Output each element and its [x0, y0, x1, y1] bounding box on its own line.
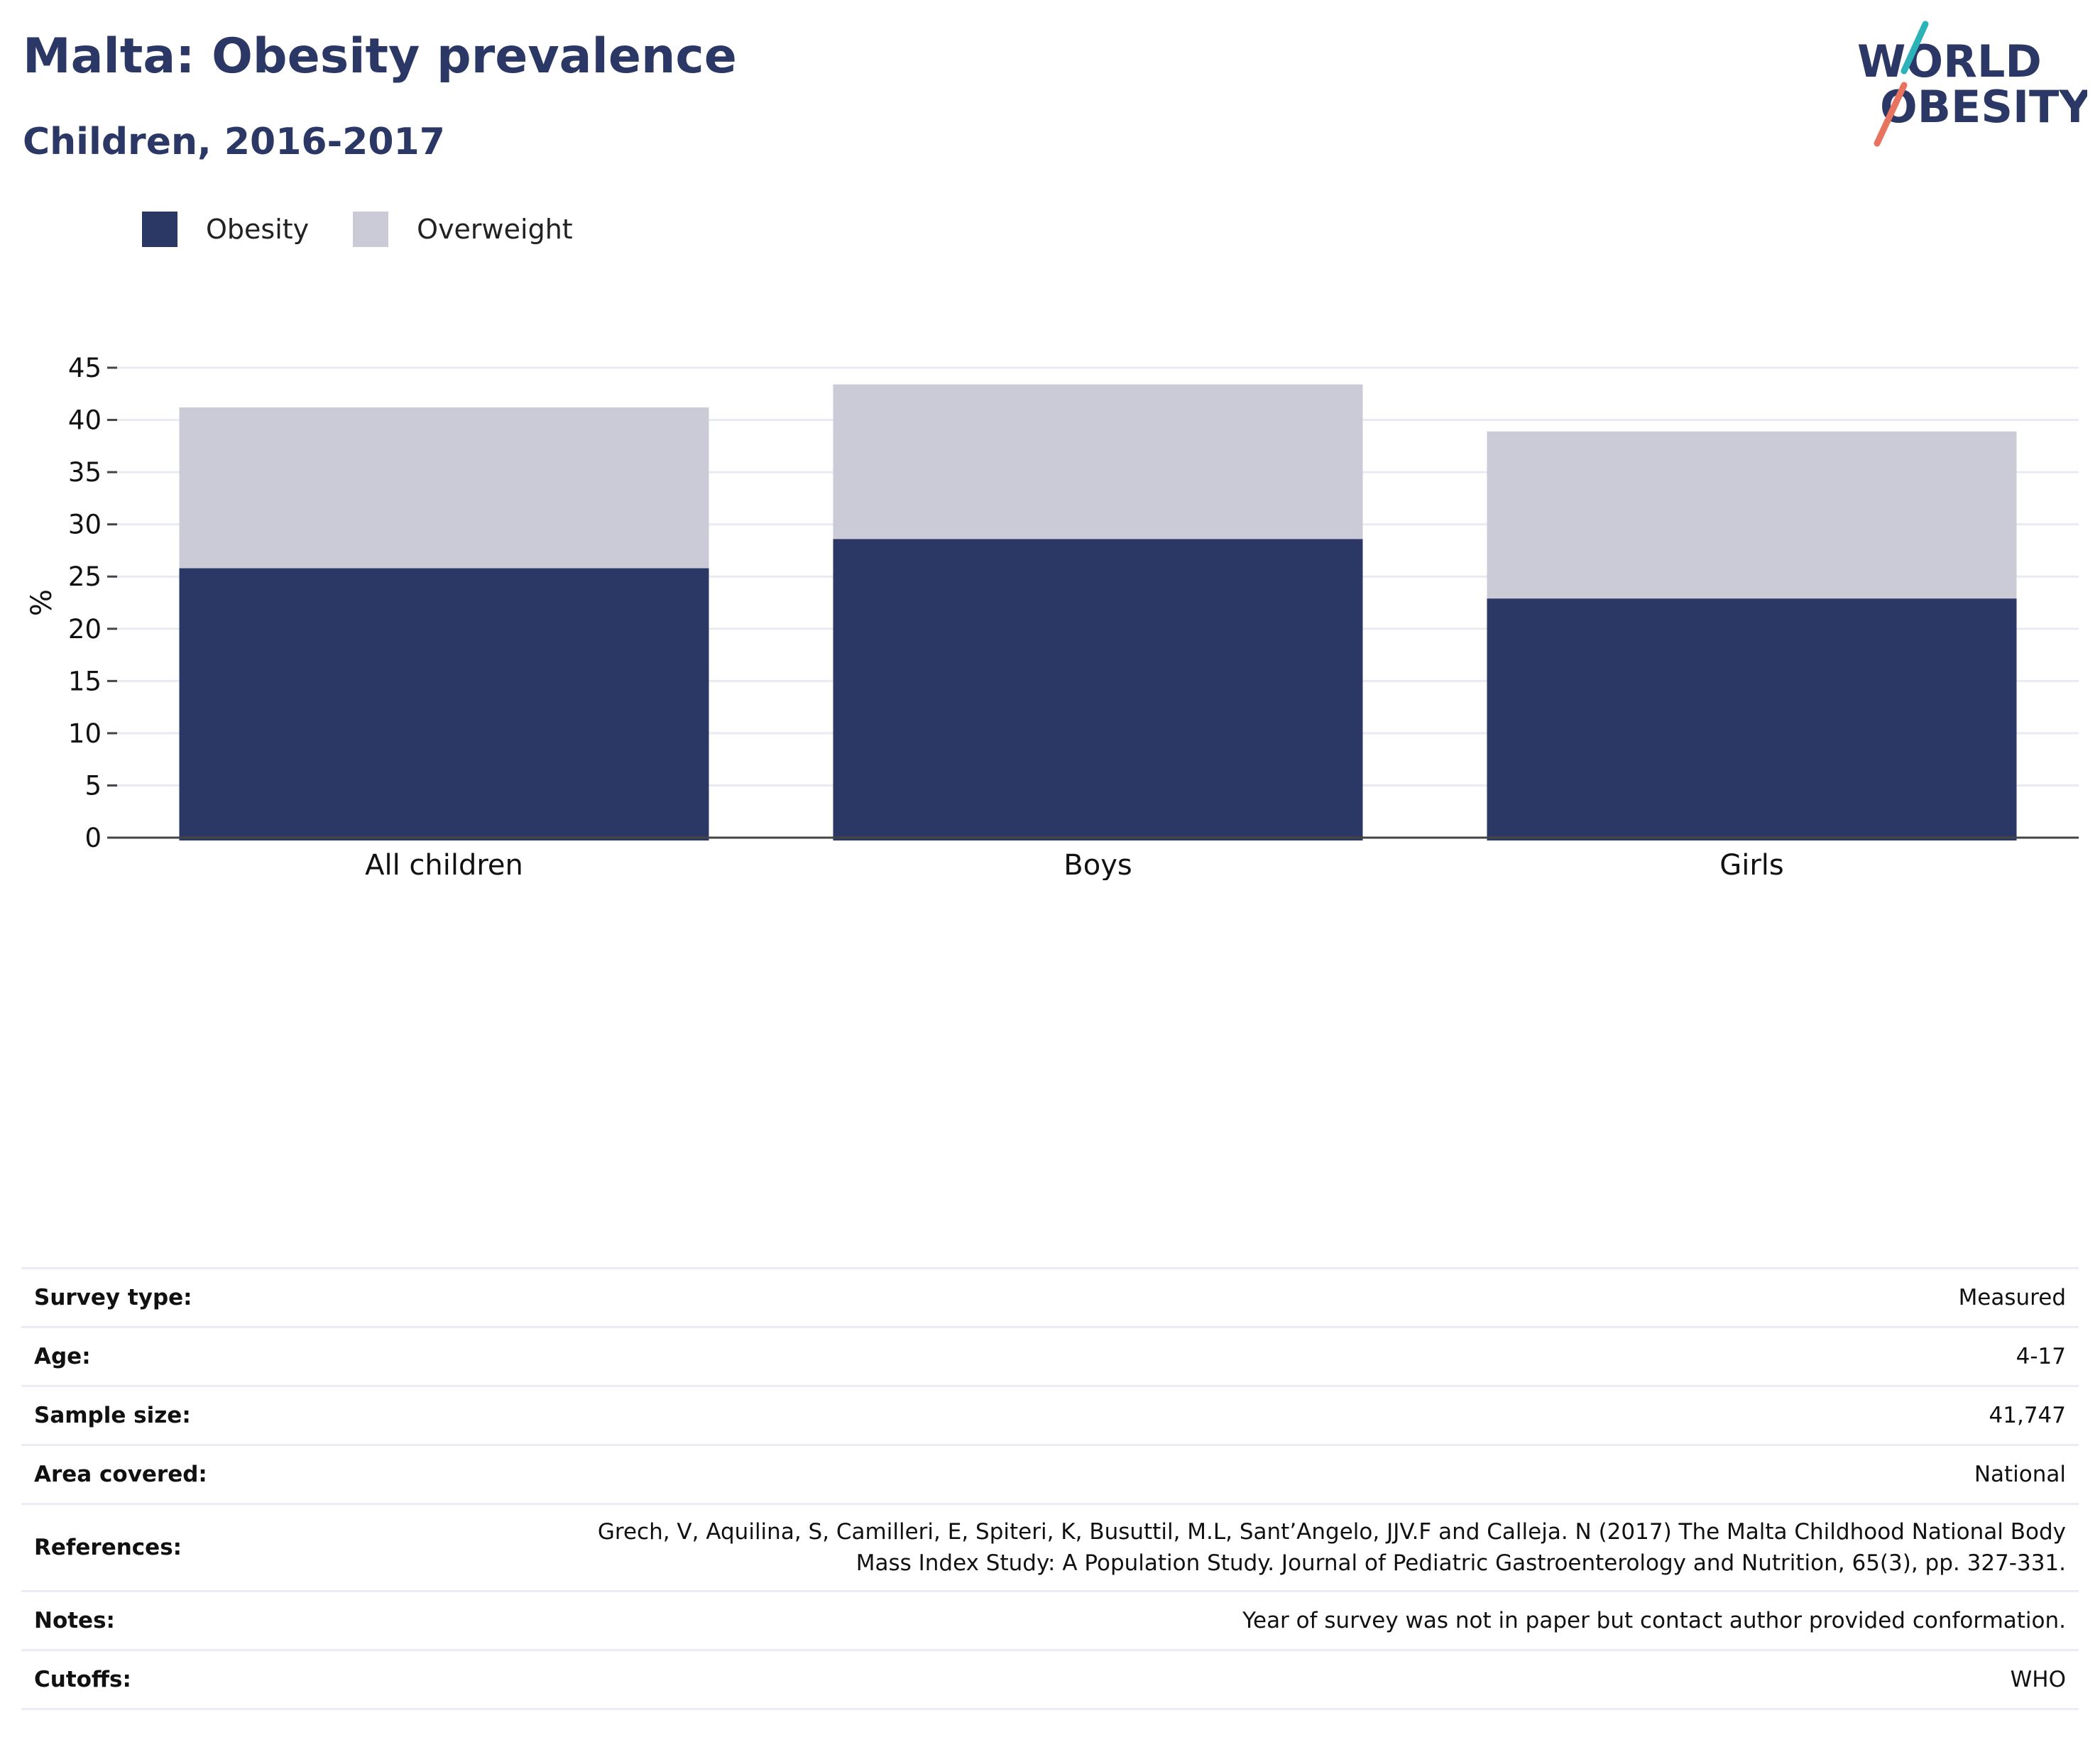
stacked-bar-chart: 0 5 10 15 20 25 30 35 40 45% All children Boys Girls — [0, 341, 2100, 880]
page-title: Malta: Obesity prevalence — [23, 28, 737, 84]
y-tick-label-5: 5 — [84, 770, 102, 801]
bar-overweight-girls — [1487, 431, 2017, 599]
cutoffs-value: WHO — [402, 1649, 2079, 1710]
y-tick-label-30: 30 — [68, 510, 102, 540]
x-tick-label-all-children: All children — [365, 849, 523, 880]
y-tick-label-15: 15 — [68, 666, 102, 696]
notes-value: Year of survey was not in paper but cont… — [402, 1590, 2079, 1650]
notes-label: Notes: — [21, 1590, 402, 1650]
axis-layer: 0 5 10 15 20 25 30 35 40 45% All children Boys Girls — [26, 353, 2079, 880]
info-row-sample-size: Sample size: 41,747 — [21, 1385, 2079, 1445]
info-row-references: References: Grech, V, Aquilina, S, Camil… — [21, 1503, 2079, 1592]
bar-obesity-all-children — [179, 568, 709, 840]
survey-type-label: Survey type: — [21, 1267, 402, 1327]
info-row-cutoffs: Cutoffs: WHO — [21, 1649, 2079, 1710]
y-tick-label-10: 10 — [68, 718, 102, 749]
bar-overweight-all-children — [179, 407, 709, 569]
area-covered-value: National — [402, 1444, 2079, 1504]
references-value: Grech, V, Aquilina, S, Camilleri, E, Spi… — [402, 1503, 2079, 1592]
references-line-2: Mass Index Study: A Population Study. Jo… — [855, 1550, 2066, 1576]
y-axis-label: % — [26, 589, 58, 616]
y-tick-label-35: 35 — [68, 457, 102, 488]
bars-layer — [179, 384, 2017, 840]
chart-svg: 0 5 10 15 20 25 30 35 40 45% All children Boys Girls — [26, 353, 2079, 880]
world-obesity-logo: WORLD OBESITY — [1846, 14, 2087, 156]
page-subtitle: Children, 2016-2017 — [23, 121, 445, 163]
info-row-age: Age: 4-17 — [21, 1326, 2079, 1386]
legend-item-obesity[interactable]: Obesity — [142, 212, 309, 247]
info-row-area-covered: Area covered: National — [21, 1444, 2079, 1504]
age-label: Age: — [21, 1326, 402, 1386]
survey-info-table: Survey type: Measured Age: 4-17 Sample s… — [21, 1267, 2079, 1710]
logo-line2: OBESITY — [1880, 81, 2087, 133]
info-row-survey-type: Survey type: Measured — [21, 1267, 2079, 1327]
sample-size-value: 41,747 — [402, 1385, 2079, 1445]
info-row-notes: Notes: Year of survey was not in paper b… — [21, 1590, 2079, 1650]
legend-item-overweight[interactable]: Overweight — [353, 212, 573, 247]
survey-type-value: Measured — [402, 1267, 2079, 1327]
chart-legend: Obesity Overweight — [142, 212, 617, 247]
y-tick-label-45: 45 — [68, 353, 102, 383]
x-tick-label-boys: Boys — [1063, 849, 1132, 880]
y-tick-label-25: 25 — [68, 562, 102, 592]
y-tick-label-20: 20 — [68, 614, 102, 645]
logo-slash-top — [1901, 21, 1929, 75]
y-tick-label-0: 0 — [84, 823, 102, 853]
age-value: 4-17 — [402, 1326, 2079, 1386]
y-tick-label-40: 40 — [68, 405, 102, 436]
logo-line1: WORLD — [1857, 35, 2042, 87]
bar-obesity-girls — [1487, 598, 2017, 840]
legend-swatch-overweight — [353, 212, 389, 247]
sample-size-label: Sample size: — [21, 1385, 402, 1445]
references-line-1: Grech, V, Aquilina, S, Camilleri, E, Spi… — [597, 1519, 2066, 1545]
legend-label-overweight: Overweight — [417, 214, 573, 245]
logo-slash-bottom — [1874, 82, 1908, 147]
x-tick-label-girls: Girls — [1719, 849, 1784, 880]
legend-label-obesity: Obesity — [206, 214, 310, 245]
area-covered-label: Area covered: — [21, 1444, 402, 1504]
bar-obesity-boys — [833, 539, 1363, 840]
references-label: References: — [21, 1503, 402, 1592]
cutoffs-label: Cutoffs: — [21, 1649, 402, 1710]
bar-overweight-boys — [833, 384, 1363, 540]
legend-swatch-obesity — [142, 212, 177, 247]
